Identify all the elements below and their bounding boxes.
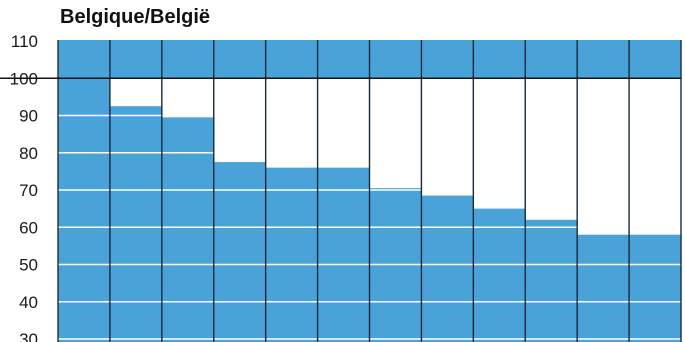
y-tick-label-60: 60 bbox=[19, 218, 38, 237]
bar-8 bbox=[473, 208, 526, 342]
bar-9 bbox=[525, 219, 578, 342]
y-tick-label-40: 40 bbox=[19, 293, 38, 312]
bar-2 bbox=[161, 117, 215, 342]
chart-title: Belgique/België bbox=[60, 6, 211, 28]
column-dividers bbox=[57, 40, 682, 342]
bar-5 bbox=[317, 167, 370, 342]
y-tick-label-90: 90 bbox=[19, 107, 38, 126]
bar-3 bbox=[213, 162, 267, 342]
bar-7 bbox=[421, 195, 474, 342]
y-tick-label-70: 70 bbox=[19, 181, 38, 200]
y-tick-label-110: 110 bbox=[11, 32, 38, 51]
bar-1 bbox=[109, 106, 163, 342]
y-tick-label-30: 30 bbox=[19, 330, 38, 342]
bars bbox=[58, 78, 682, 342]
bar-4 bbox=[265, 167, 319, 342]
y-axis-ticks: 110 100 90 80 70 60 50 40 30 bbox=[10, 32, 38, 342]
y-tick-label-50: 50 bbox=[19, 256, 38, 275]
y-tick-label-100: 100 bbox=[10, 69, 38, 88]
bar-0 bbox=[58, 78, 111, 342]
bar-10 bbox=[577, 234, 630, 342]
y-tick-label-80: 80 bbox=[19, 144, 38, 163]
bar-11 bbox=[629, 234, 682, 342]
